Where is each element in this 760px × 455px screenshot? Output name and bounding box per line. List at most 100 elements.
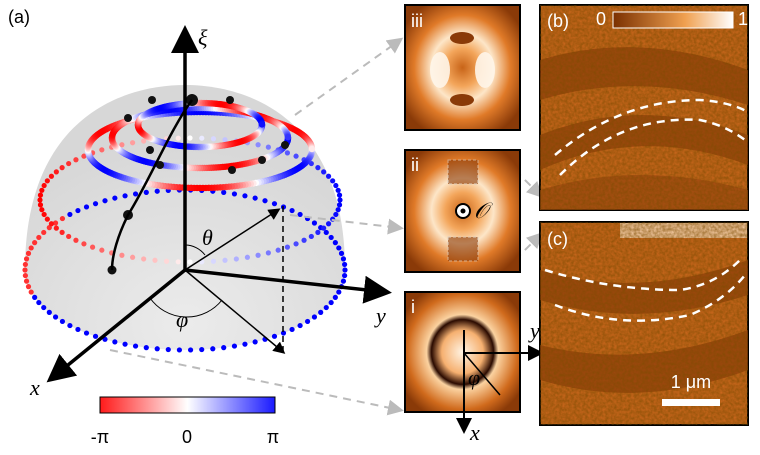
ring-dot: [335, 207, 341, 213]
ring-dot: [336, 245, 342, 251]
ring-dot: [176, 347, 183, 353]
ring-dot: [163, 258, 170, 264]
ring-dot: [28, 245, 34, 251]
ring-dot: [66, 160, 72, 167]
ring-dot: [258, 121, 266, 128]
inset-angle-label: φ: [468, 365, 480, 390]
region-box: [447, 236, 479, 262]
ring-dot: [330, 178, 336, 184]
axis-label: ξ: [198, 25, 208, 50]
ring-dot: [265, 144, 271, 150]
ring-dot: [48, 173, 55, 179]
ring-dot: [175, 135, 181, 141]
ring-dot: [41, 211, 47, 218]
ring-dot: [252, 195, 258, 201]
ring-dot: [342, 272, 348, 279]
ring-dot: [67, 322, 73, 329]
ring-dot: [129, 140, 136, 146]
panel-b: [539, 4, 749, 211]
ring-dot: [32, 240, 38, 246]
ring-dot: [154, 188, 160, 194]
ring-dot: [297, 211, 303, 218]
y-axis: [184, 268, 392, 304]
ring-dot: [25, 250, 32, 256]
ring-dot: [92, 201, 99, 207]
ring-dot: [165, 346, 171, 353]
ring-dot: [154, 346, 160, 352]
ring-dot: [210, 258, 217, 264]
ring-dot: [342, 267, 348, 273]
ring-dot: [75, 326, 81, 333]
projection: [184, 269, 286, 354]
ring-dot: [141, 256, 147, 262]
panel-label: (b): [547, 11, 569, 31]
ring-dot: [37, 197, 43, 203]
ring-dot: [36, 234, 42, 241]
ring-dot: [175, 259, 181, 265]
ring-dot: [293, 241, 299, 247]
ring-dot: [293, 153, 299, 159]
ring-dot: [315, 229, 321, 235]
ring-dot: [328, 299, 334, 306]
ring-dot: [37, 202, 44, 208]
ring-dot: [73, 157, 79, 163]
ring-dot: [119, 142, 125, 148]
ring-dot: [340, 256, 347, 262]
panel-label: (c): [547, 229, 568, 249]
ring-dot: [222, 137, 228, 143]
panel-label: (a): [8, 7, 30, 27]
axis-label: x: [29, 375, 40, 400]
x-axis: [46, 268, 187, 383]
ring-dot: [99, 147, 105, 153]
ring-dot: [143, 189, 149, 195]
ring-dot: [146, 146, 154, 154]
angle-label: θ: [202, 225, 213, 250]
ring-dot: [59, 215, 66, 222]
colorbar-label: 0: [596, 9, 606, 29]
ring-dot: [284, 134, 292, 141]
ring-dot: [321, 225, 327, 231]
ring-dot: [148, 96, 156, 104]
ring-dot: [221, 345, 227, 351]
colorbar-label: 0: [182, 427, 192, 447]
ring-dot: [141, 138, 147, 144]
ring-dot: [308, 145, 316, 153]
inset-label: i: [411, 297, 415, 317]
ring-dot: [332, 240, 338, 246]
ring-dot: [129, 254, 136, 260]
ring-dot: [318, 309, 324, 315]
origin-dot: [460, 208, 466, 214]
ring-dot: [187, 347, 194, 353]
ring-dot: [41, 304, 47, 311]
ring-dot: [323, 229, 329, 236]
ring-dot: [73, 237, 79, 243]
ring-dot: [23, 278, 30, 284]
ring-dot: [75, 207, 81, 214]
ring-dot: [66, 233, 72, 240]
ring-dot: [187, 259, 193, 265]
ring-dot: [41, 229, 47, 236]
axis-label: y: [374, 303, 386, 328]
ring-dot: [332, 294, 338, 300]
ring-dot: [143, 345, 149, 351]
colorbar-label: π: [267, 427, 279, 447]
colorbar-label: -π: [91, 427, 109, 447]
ring-dot: [304, 318, 311, 325]
ring-dot: [311, 220, 318, 226]
inset-image: [404, 4, 521, 131]
ring-dot: [328, 234, 334, 241]
scale-bar-label: 1 μm: [671, 372, 711, 392]
ring-dot: [231, 343, 238, 349]
ring-dot: [52, 220, 59, 226]
ring-dot: [36, 299, 42, 306]
ring-dot: [342, 261, 348, 268]
ring-dot: [271, 333, 278, 339]
meridian: [110, 99, 194, 271]
ring-dot: [231, 191, 238, 197]
ring-dot: [122, 193, 128, 199]
ring-dot: [336, 202, 343, 208]
ring-dot: [102, 198, 108, 204]
ring-dot: [252, 339, 258, 345]
panel-c: [539, 221, 749, 426]
